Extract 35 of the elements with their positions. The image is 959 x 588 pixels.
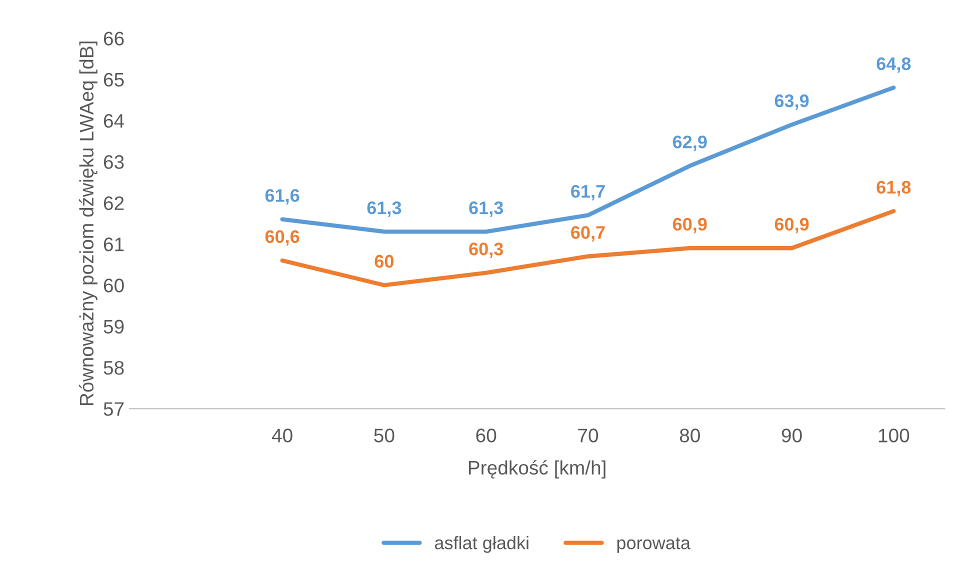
y-tick-label: 61	[104, 237, 124, 252]
y-axis-title: Równoważny poziom dźwięku LWAeq [dB]	[79, 42, 98, 406]
x-tick-label: 40	[272, 428, 292, 442]
x-tick-label: 90	[782, 428, 802, 442]
y-tick-label: 66	[104, 32, 124, 46]
x-tick-label: 100	[878, 428, 910, 442]
y-tick-label: 59	[104, 320, 124, 334]
data-label: 60,7	[571, 226, 605, 242]
y-tick-label: 58	[104, 360, 124, 375]
y-tick-label: 62	[104, 196, 124, 210]
y-tick-label: 60	[104, 278, 124, 292]
data-label: 60	[374, 254, 394, 268]
data-label: 63,9	[774, 94, 809, 110]
y-tick-label: 64	[104, 114, 124, 128]
legend-label: asflat gładki	[434, 536, 528, 553]
x-tick-label: 80	[680, 428, 700, 442]
data-label: 61,3	[367, 201, 402, 217]
data-label: 61,8	[876, 180, 911, 196]
data-label: 61,7	[571, 184, 605, 200]
data-label: 61,3	[469, 201, 504, 217]
y-tick-label: 63	[104, 155, 124, 169]
data-label: 61,6	[265, 189, 300, 204]
legend-label: porowata	[617, 537, 690, 553]
x-tick-label: 70	[578, 428, 598, 442]
data-label: 64,8	[876, 57, 911, 73]
y-tick-label: 65	[104, 72, 124, 87]
x-tick-label: 50	[374, 428, 394, 442]
x-tick-label: 60	[476, 428, 496, 442]
y-tick-label: 57	[104, 402, 124, 416]
data-label: 60,9	[672, 218, 707, 234]
data-label: 60,3	[469, 242, 504, 258]
data-label: 62,9	[672, 136, 707, 151]
data-label: 60,6	[265, 230, 300, 246]
x-axis-title: Prędkość [km/h]	[468, 460, 606, 478]
data-label: 60,9	[774, 218, 809, 234]
